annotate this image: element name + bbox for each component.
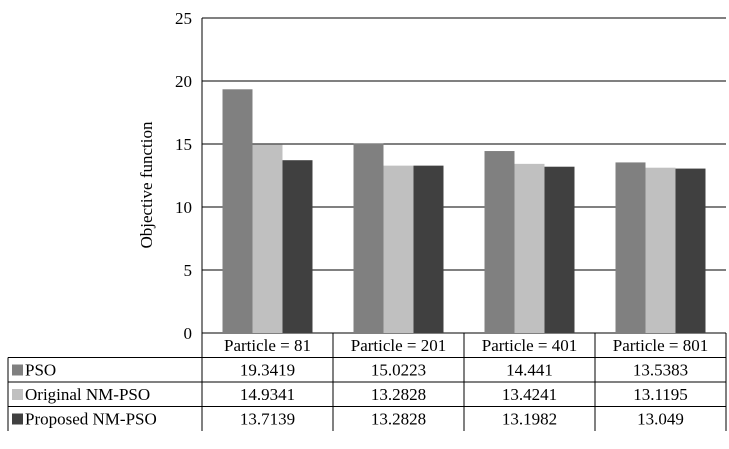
y-tick-label: 20 bbox=[175, 72, 192, 91]
data-table: Particle = 81 Particle = 201 Particle = 40… bbox=[7, 333, 727, 431]
x-tick-label: Particle = 201 bbox=[351, 336, 447, 355]
y-tick-label: 25 bbox=[175, 9, 192, 28]
table-cell-value: 13.1982 bbox=[502, 410, 557, 429]
bars bbox=[222, 89, 706, 334]
bar bbox=[353, 143, 384, 333]
legend-swatch bbox=[12, 413, 23, 425]
x-tick-label: Particle = 801 bbox=[613, 336, 709, 355]
bar bbox=[282, 160, 313, 333]
bar bbox=[514, 163, 545, 333]
table-cell-value: 13.7139 bbox=[240, 410, 295, 429]
table-cell-value: 13.4241 bbox=[502, 385, 557, 404]
bar bbox=[252, 144, 283, 333]
table-cell-value: 14.9341 bbox=[240, 385, 295, 404]
bar bbox=[675, 168, 706, 333]
bar bbox=[544, 166, 575, 333]
y-tick-label: 10 bbox=[175, 198, 192, 217]
bar bbox=[484, 151, 515, 333]
table-cell-value: 13.2828 bbox=[371, 385, 426, 404]
legend-label: Proposed NM-PSO bbox=[25, 410, 157, 429]
bar bbox=[645, 167, 676, 333]
x-tick-label: Particle = 401 bbox=[482, 336, 578, 355]
legend-swatch bbox=[12, 389, 23, 400]
legend-label: Original NM-PSO bbox=[25, 385, 150, 404]
table-cell-value: 19.3419 bbox=[240, 361, 295, 380]
y-axis-label: Objective function bbox=[137, 121, 156, 248]
bar bbox=[615, 162, 646, 333]
y-tick-labels: 0 5 10 15 20 25 bbox=[175, 9, 192, 343]
table-cell-value: 13.2828 bbox=[371, 410, 426, 429]
y-tick-label: 0 bbox=[184, 324, 193, 343]
table-cell-value: 13.1195 bbox=[633, 385, 688, 404]
table-cell-value: 14.441 bbox=[506, 361, 553, 380]
bar bbox=[413, 165, 444, 333]
bar bbox=[383, 165, 414, 333]
y-tick-label: 15 bbox=[175, 135, 192, 154]
y-tick-label: 5 bbox=[184, 261, 193, 280]
table-cell-value: 15.0223 bbox=[371, 361, 426, 380]
x-tick-label: Particle = 81 bbox=[224, 336, 311, 355]
table-cell-value: 13.049 bbox=[637, 410, 684, 429]
legend-swatch bbox=[12, 364, 23, 376]
table-cell-value: 13.5383 bbox=[633, 361, 688, 380]
bar bbox=[222, 89, 253, 334]
legend-label: PSO bbox=[25, 361, 56, 380]
